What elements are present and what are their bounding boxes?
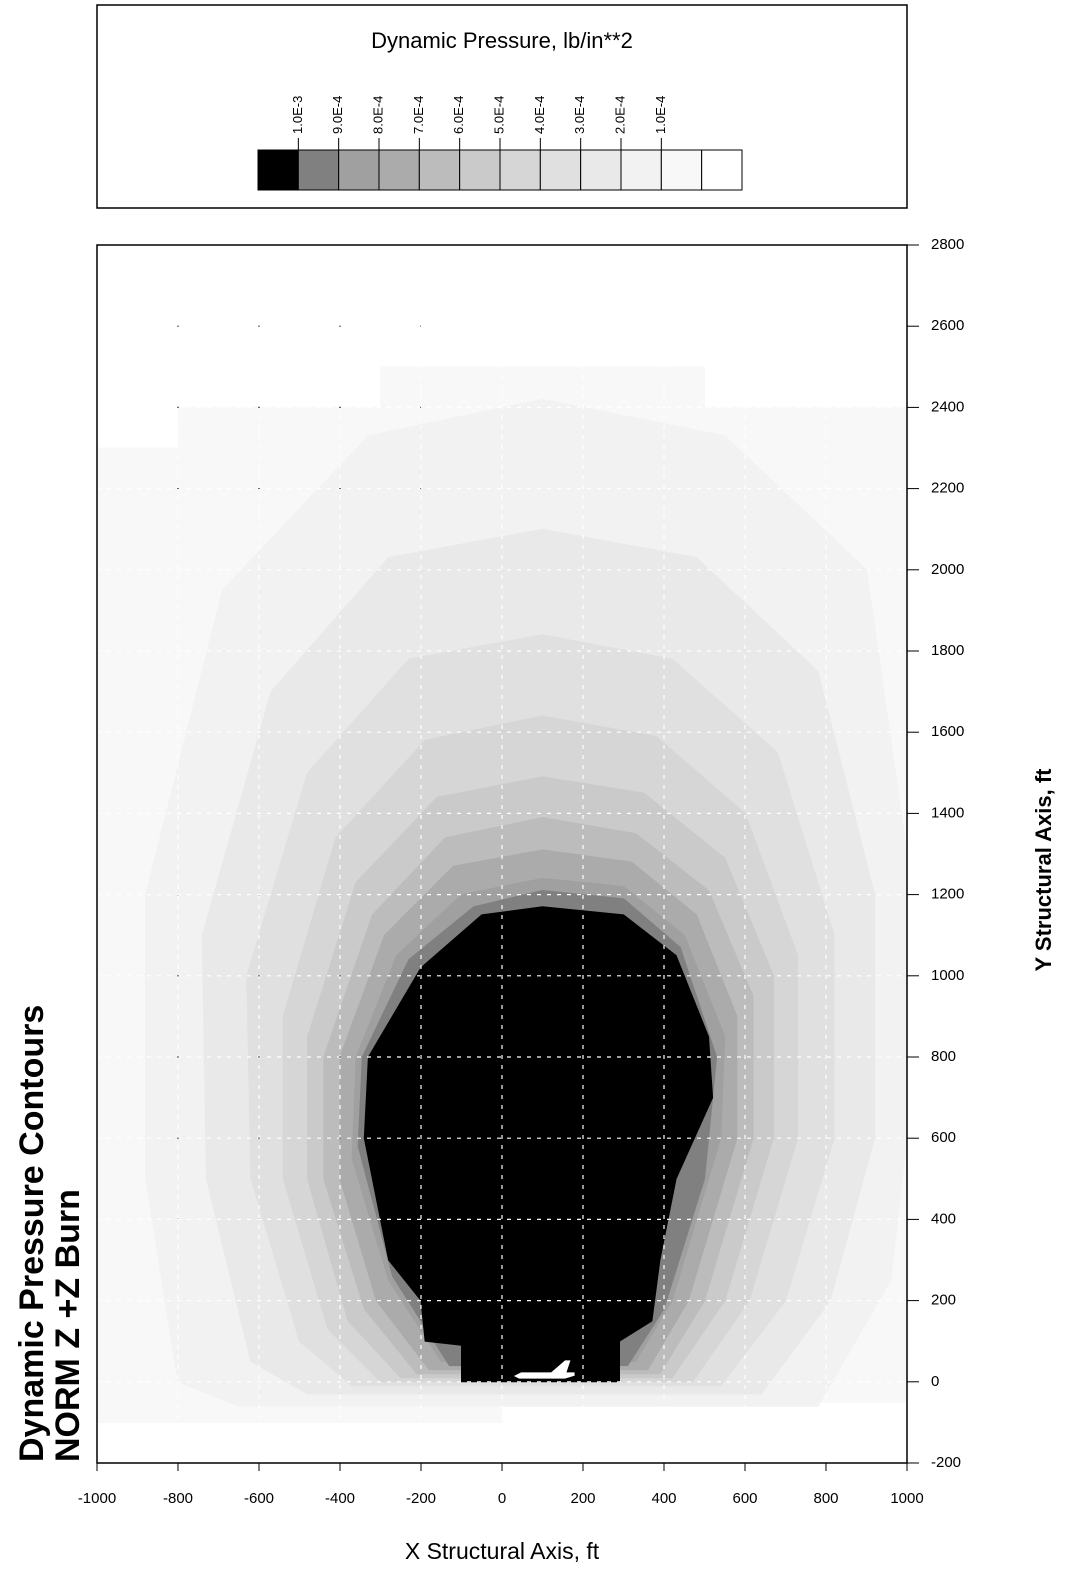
shuttle-icon xyxy=(512,1359,576,1380)
legend-swatch xyxy=(539,149,582,191)
y-tick-label: -200 xyxy=(931,1454,961,1471)
x-axis-label: X Structural Axis, ft xyxy=(405,1538,600,1564)
y-tick-label: 0 xyxy=(931,1373,939,1390)
legend-label: 8.0E-4 xyxy=(370,96,385,134)
x-tick-label: 800 xyxy=(813,1490,838,1507)
y-tick-label: 1200 xyxy=(931,886,964,903)
x-tick-label: -800 xyxy=(163,1490,193,1507)
legend-label: 1.0E-3 xyxy=(290,96,305,134)
y-tick-label: 2600 xyxy=(931,317,964,334)
legend-swatch xyxy=(701,149,743,191)
y-tick-label: 1800 xyxy=(931,642,964,659)
x-tick-label: 1000 xyxy=(890,1490,923,1507)
legend-title: Dynamic Pressure, lb/in**2 xyxy=(371,28,633,53)
legend-box xyxy=(96,4,908,209)
y-tick-label: 400 xyxy=(931,1210,956,1227)
y-tick-label: 800 xyxy=(931,1048,956,1065)
legend-swatch xyxy=(378,149,420,191)
y-tick-label: 2800 xyxy=(931,236,964,253)
legend-label: 4.0E-4 xyxy=(532,96,547,134)
legend-swatch xyxy=(620,149,662,191)
chart-title: Dynamic Pressure Contours xyxy=(13,1005,51,1462)
chart-subtitle: NORM Z +Z Burn xyxy=(49,1189,87,1462)
x-tick-label: -1000 xyxy=(78,1490,116,1507)
contour-region xyxy=(363,906,714,1383)
y-tick-label: 2200 xyxy=(931,480,964,497)
legend-swatch xyxy=(297,149,340,191)
grid xyxy=(97,245,907,1463)
legend-label: 7.0E-4 xyxy=(411,96,426,134)
legend-swatch xyxy=(338,149,380,191)
x-tick-label: -200 xyxy=(406,1490,436,1507)
legend-label: 5.0E-4 xyxy=(491,96,506,134)
y-tick-label: 1600 xyxy=(931,723,964,740)
legend-label: 3.0E-4 xyxy=(572,96,587,134)
x-tick-label: 0 xyxy=(498,1490,506,1507)
legend-swatch xyxy=(257,149,299,191)
legend-label: 9.0E-4 xyxy=(330,96,345,134)
y-tick-label: 600 xyxy=(931,1129,956,1146)
x-tick-label: 200 xyxy=(570,1490,595,1507)
legend-swatch xyxy=(499,149,541,191)
x-tick-label: -400 xyxy=(325,1490,355,1507)
y-tick-label: 2400 xyxy=(931,398,964,415)
x-tick-label: 600 xyxy=(732,1490,757,1507)
x-tick-label: 400 xyxy=(651,1490,676,1507)
legend-swatch xyxy=(459,149,501,191)
contour-area xyxy=(97,366,907,1423)
y-tick-label: 200 xyxy=(931,1292,956,1309)
legend-swatch xyxy=(580,149,622,191)
legend-label: 2.0E-4 xyxy=(612,96,627,134)
y-tick-label: 1000 xyxy=(931,967,964,984)
y-axis-label: Y Structural Axis, ft xyxy=(1031,768,1056,972)
legend-swatch xyxy=(660,149,703,191)
legend-swatch xyxy=(418,149,461,191)
x-tick-label: -600 xyxy=(244,1490,274,1507)
legend-label: 1.0E-4 xyxy=(653,96,668,134)
legend-label: 6.0E-4 xyxy=(451,96,466,134)
y-tick-label: 2000 xyxy=(931,561,964,578)
y-tick-label: 1400 xyxy=(931,804,964,821)
